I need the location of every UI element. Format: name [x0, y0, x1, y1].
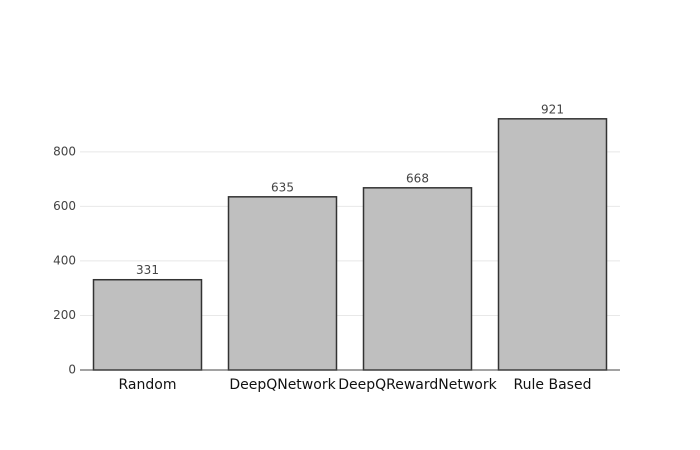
- bar: [497, 118, 608, 371]
- y-tick-label: 400: [53, 253, 76, 267]
- bar: [227, 196, 338, 371]
- y-tick-label: 0: [68, 363, 76, 377]
- x-tick-label: DeepQRewardNetwork: [338, 377, 497, 393]
- y-tick-label: 600: [53, 199, 76, 213]
- value-label: 668: [406, 171, 429, 185]
- bar: [362, 187, 473, 371]
- x-tick-label: Random: [119, 377, 177, 393]
- y-tick-label: 200: [53, 308, 76, 322]
- value-label: 921: [541, 102, 564, 116]
- x-tick-label: Rule Based: [514, 377, 592, 393]
- y-tick-label: 800: [53, 144, 76, 158]
- x-tick-label: DeepQNetwork: [229, 377, 336, 393]
- value-label: 331: [136, 263, 159, 277]
- value-label: 635: [271, 180, 294, 194]
- bar: [92, 278, 203, 371]
